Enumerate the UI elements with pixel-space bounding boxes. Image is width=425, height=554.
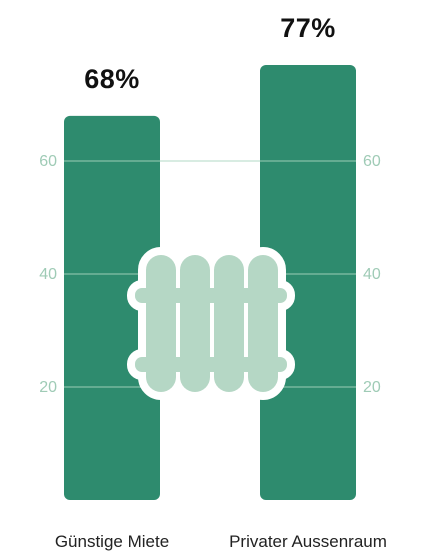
category-label-1: Günstige Miete [55, 532, 169, 551]
value-label-2: 77% [280, 13, 336, 43]
value-label-1: 68% [84, 64, 140, 94]
y-ticks-group: 20 20 40 40 60 60 [39, 153, 381, 396]
y-tick-right-60: 60 [363, 153, 381, 170]
y-tick-left-20: 20 [39, 379, 57, 396]
category-label-2: Privater Aussenraum [229, 532, 387, 551]
value-labels-group: 68% 77% [84, 13, 336, 94]
bar-1 [64, 115, 160, 501]
y-tick-left-60: 60 [39, 153, 57, 170]
y-tick-right-20: 20 [363, 379, 381, 396]
y-tick-left-40: 40 [39, 266, 57, 283]
bars-group [64, 65, 356, 501]
fence-icon [127, 247, 295, 400]
y-tick-right-40: 40 [363, 266, 381, 283]
category-labels-group: Günstige Miete Privater Aussenraum [55, 532, 387, 551]
bar-2 [260, 65, 356, 500]
